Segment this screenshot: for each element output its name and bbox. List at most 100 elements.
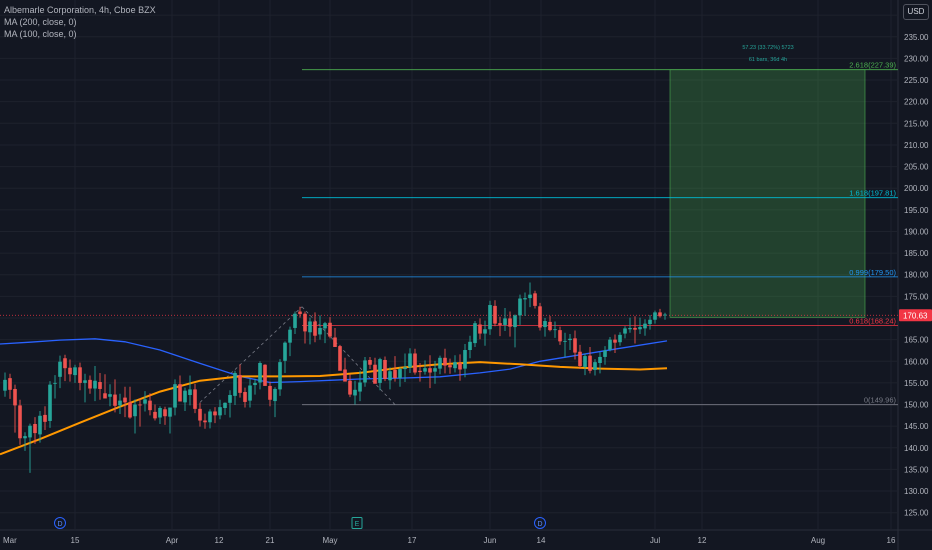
time-tick-label: Aug (811, 536, 825, 545)
candle-body (523, 298, 527, 300)
currency-badge[interactable]: USD (903, 4, 929, 20)
candle (148, 393, 152, 416)
candle-body (23, 436, 27, 439)
candle (508, 311, 512, 337)
candle (488, 300, 492, 335)
candle-body (403, 367, 407, 370)
candle (273, 387, 277, 418)
candle (118, 393, 122, 415)
candle (178, 375, 182, 402)
candle (98, 372, 102, 400)
candle (248, 378, 252, 408)
candle (188, 375, 192, 406)
candle (133, 399, 137, 434)
candle-body (28, 425, 32, 438)
candle-body (603, 350, 607, 357)
candle (213, 407, 217, 424)
candle (528, 282, 532, 308)
dividend-marker[interactable]: D (54, 517, 66, 529)
candle-body (498, 323, 502, 325)
candle (253, 378, 257, 395)
candle-body (653, 312, 657, 320)
candle-body (98, 382, 102, 389)
candle (93, 366, 97, 402)
candle (408, 348, 412, 373)
candle-body (138, 404, 142, 406)
candle-body (188, 389, 192, 396)
candle (218, 399, 222, 420)
candle (633, 316, 637, 344)
candle (203, 413, 207, 429)
candle-body (428, 368, 432, 373)
candle-body (363, 360, 367, 383)
fib-extension: 2.618(227.39) 1.618(197.81) 0.999(179.50) 0… (0, 61, 898, 406)
candle-body (48, 384, 52, 421)
earnings-marker[interactable]: E (351, 517, 363, 529)
candle (263, 364, 267, 386)
dividend-marker[interactable]: D (534, 517, 546, 529)
candle (313, 312, 317, 343)
candle-body (353, 389, 357, 396)
time-axis[interactable]: Mar 15 Apr 12 21 May 17 Jun 14 Jul 12 Aug 16 (3, 536, 896, 545)
candle (473, 321, 477, 347)
candle (183, 387, 187, 412)
candle-body (303, 313, 307, 332)
ma100-legend[interactable]: MA (100, close, 0) (4, 29, 77, 39)
price-tick-label: 140.00 (904, 444, 929, 453)
candle-body (13, 388, 17, 406)
candle (283, 341, 287, 373)
candle (373, 357, 377, 384)
candle (8, 373, 12, 399)
candle-body (553, 329, 557, 331)
candle (238, 364, 242, 398)
candle (318, 315, 322, 340)
candle-body (658, 312, 662, 317)
candle (538, 302, 542, 331)
candle (423, 360, 427, 375)
candle-body (318, 327, 322, 335)
candle-body (298, 311, 302, 315)
candle (243, 387, 247, 408)
measure-projection: 57.23 (33.72%) 5723 61 bars, 36d 4h (199, 45, 866, 407)
candle (68, 359, 72, 382)
candle (598, 352, 602, 374)
candle (413, 348, 417, 375)
candle (403, 353, 407, 383)
last-price-tag: 170.63 (899, 309, 932, 322)
candle (513, 314, 517, 348)
candle-body (648, 319, 652, 325)
candle-body (203, 420, 207, 423)
candle-body (308, 321, 312, 333)
fib-level-label: 0.618(168.24) (849, 317, 896, 326)
candle-body (583, 356, 587, 367)
ma200-legend[interactable]: MA (200, close, 0) (4, 17, 77, 27)
time-tick-label: May (322, 536, 337, 545)
symbol-title[interactable]: Albemarle Corporation, 4h, Cboe BZX (4, 5, 156, 15)
price-tick-label: 165.00 (904, 336, 929, 345)
candle-body (488, 305, 492, 330)
ma100-line (0, 338, 668, 384)
candle-body (38, 415, 42, 435)
candle (593, 359, 597, 376)
price-axis[interactable]: 125.00 130.00 135.00 140.00 145.00 150.00 155.… (899, 11, 932, 518)
price-tick-label: 235.00 (904, 33, 929, 42)
candle-body (623, 328, 627, 334)
price-tick-label: 230.00 (904, 54, 929, 63)
candle-body (383, 359, 387, 380)
candle (613, 334, 617, 354)
candle (663, 312, 667, 320)
candle-body (253, 382, 257, 386)
price-tick-label: 205.00 (904, 163, 929, 172)
candle (578, 344, 582, 370)
marker-glyph: D (537, 521, 542, 528)
candle (108, 384, 112, 407)
price-tick-label: 150.00 (904, 401, 929, 410)
candle-body (418, 370, 422, 373)
candle-body (128, 402, 132, 418)
candle-body (243, 391, 247, 402)
candle (3, 372, 7, 397)
candle-body (533, 293, 537, 306)
candle-body (68, 367, 72, 375)
candle-body (368, 359, 372, 365)
